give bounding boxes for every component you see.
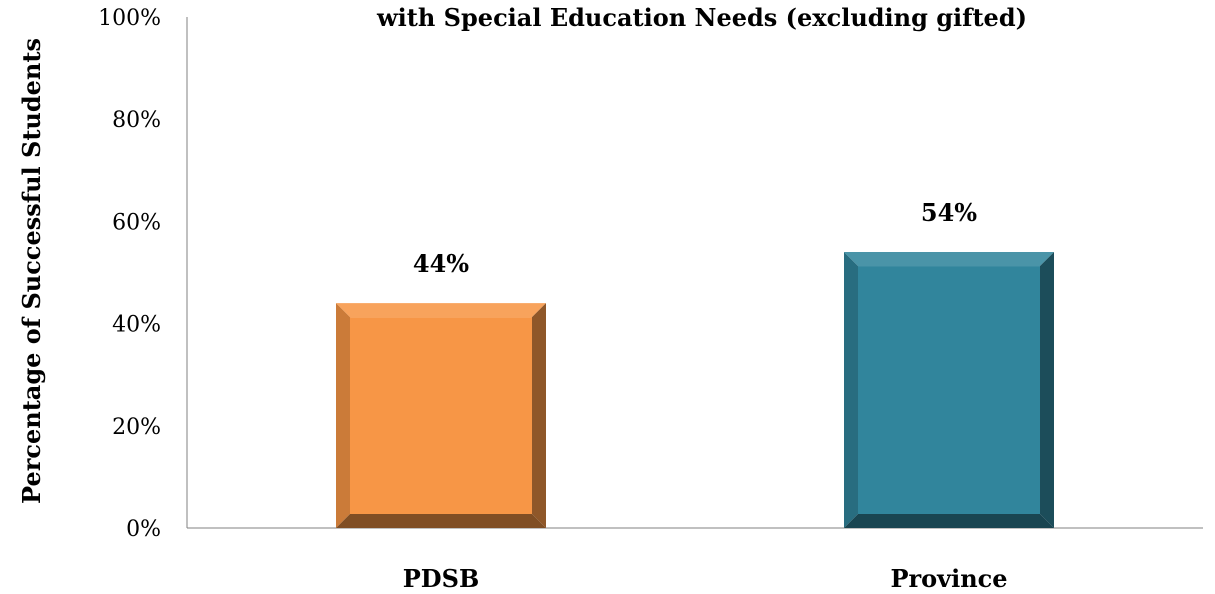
bar-bevel-right <box>532 303 546 528</box>
data-label: 44% <box>413 249 469 278</box>
bar-bevel-right <box>1040 252 1054 528</box>
chart-title: with Special Education Needs (excluding … <box>376 3 1027 32</box>
y-tick-label: 60% <box>112 210 161 235</box>
bars-group: 44% 54% <box>336 198 1054 528</box>
bar-face <box>350 317 532 514</box>
x-tick-label: Province <box>890 564 1007 593</box>
bar-bevel-bottom <box>336 514 546 528</box>
bar-bevel-top <box>844 252 1054 267</box>
bar-bevel-bottom <box>844 514 1054 528</box>
bar-face <box>858 266 1040 514</box>
bar-bevel-left <box>336 303 350 528</box>
y-tick-label: 100% <box>98 6 161 31</box>
y-tick-label: 20% <box>112 415 161 440</box>
y-tick-label: 80% <box>112 108 161 133</box>
y-tick-label: 40% <box>112 313 161 338</box>
x-axis-labels: PDSB Province <box>403 564 1008 593</box>
y-axis-ticks: 0% 20% 40% 60% 80% 100% <box>98 6 161 542</box>
bar-province: 54% <box>844 198 1054 528</box>
bar-bevel-left <box>844 252 858 528</box>
y-axis-title: Percentage of Successful Students <box>17 38 46 504</box>
data-label: 54% <box>921 198 977 227</box>
y-tick-label: 0% <box>126 517 161 542</box>
bar-bevel-top <box>336 303 546 318</box>
x-tick-label: PDSB <box>403 564 479 593</box>
bar-pdsb: 44% <box>336 249 546 528</box>
